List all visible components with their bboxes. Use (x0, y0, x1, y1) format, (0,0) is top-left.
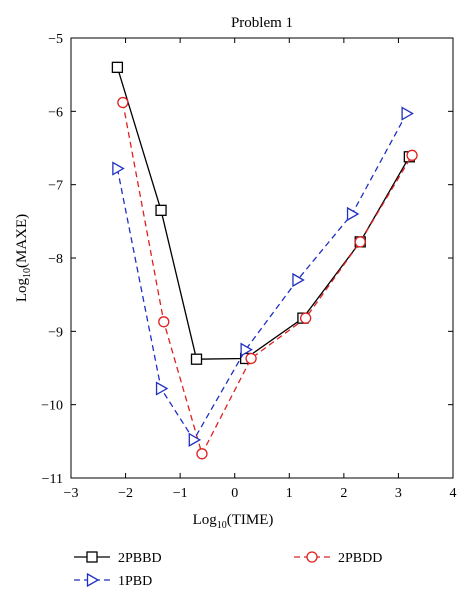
legend-label: 1PBD (118, 574, 152, 589)
y-tick-label: −11 (42, 472, 63, 487)
y-tick-label: −5 (48, 32, 63, 47)
axis-ticks (70, 37, 454, 479)
y-tick-label: −8 (48, 252, 63, 267)
data-point (190, 353, 203, 365)
data-point (240, 342, 253, 357)
y-tick-label: −9 (48, 325, 63, 340)
data-point (155, 381, 169, 396)
axis-tick-labels: −3 −2 −1 0 1 2 3 4−5−6−7−8−9−10−11 (41, 32, 456, 501)
data-point (354, 236, 366, 248)
series-2PBDD (117, 96, 418, 460)
y-tick-label: −7 (48, 179, 63, 194)
x-tick-label: 3 (395, 486, 402, 501)
legend-label: 2PBDD (338, 551, 382, 566)
series-line (122, 102, 413, 456)
data-point (111, 61, 124, 73)
legend-item: 1PBD (74, 572, 152, 589)
x-tick-label: 4 (450, 486, 457, 501)
legend-marker (86, 551, 98, 563)
chart-title: Problem 1 (231, 15, 293, 31)
data-point (196, 448, 208, 460)
legend: 2PBBD 2PBDD 1PBD (74, 551, 382, 589)
x-tick-label: 2 (340, 486, 347, 501)
data-point (406, 149, 418, 161)
y-axis-label: Log10(MAXE) (14, 214, 33, 302)
legend-item: 2PBBD (74, 551, 162, 566)
x-tick-label: −3 (64, 486, 79, 501)
data-point (155, 204, 167, 216)
legend-item: 2PBDD (294, 551, 382, 566)
data-point (346, 206, 360, 222)
y-tick-label: −6 (48, 105, 63, 120)
legend-marker (86, 572, 100, 588)
data-point (245, 352, 257, 365)
x-tick-label: −2 (118, 486, 133, 501)
x-axis-label: Log10(TIME) (193, 512, 274, 531)
data-point (292, 272, 305, 288)
data-point (112, 161, 125, 176)
data-point (300, 312, 312, 324)
legend-marker (306, 551, 318, 563)
y-tick-label: −10 (41, 399, 63, 414)
data-point (117, 96, 129, 109)
series-layer (111, 61, 418, 460)
series-1PBD (112, 106, 414, 447)
data-point (188, 432, 202, 447)
legend-label: 2PBBD (118, 551, 162, 566)
x-tick-label: 0 (231, 486, 238, 501)
x-tick-label: −1 (173, 486, 188, 501)
data-point (158, 316, 170, 328)
x-tick-label: 1 (286, 486, 293, 501)
series-2PBBD (111, 61, 415, 365)
data-point (401, 106, 414, 121)
